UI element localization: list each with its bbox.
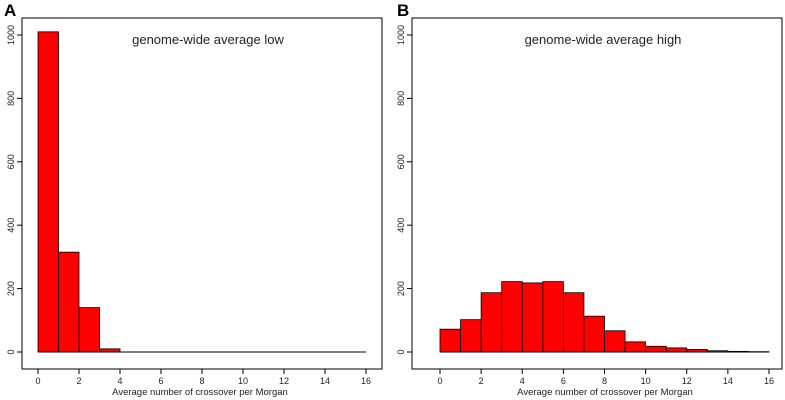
histogram-bar — [645, 345, 667, 353]
panel-b: B genome-wide average high Average numbe… — [396, 1, 783, 398]
panel-letter-b: B — [397, 1, 409, 20]
chart-title-a: genome-wide average low — [132, 32, 284, 47]
x-tick-label: 16 — [764, 376, 774, 386]
x-tick-label: 6 — [561, 376, 566, 386]
x-tick-label: 2 — [479, 376, 484, 386]
y-tick-label: 1000 — [6, 25, 16, 45]
y-tick-label: 200 — [396, 281, 406, 296]
histogram-bar — [583, 315, 605, 353]
panel-a: A genome-wide average low Average number… — [4, 1, 383, 398]
x-tick-label: 12 — [279, 376, 289, 386]
y-tick-label: 800 — [396, 91, 406, 106]
histogram-bar — [37, 31, 59, 353]
x-tick-label: 0 — [437, 376, 442, 386]
x-axis-label-a: Average number of crossover per Morgan — [112, 387, 288, 398]
histogram-bar — [686, 349, 708, 353]
x-tick-label: 8 — [199, 376, 204, 386]
y-tick-label: 1000 — [396, 25, 406, 45]
histogram-bar — [501, 281, 523, 353]
histogram-bar — [439, 328, 461, 353]
x-tick-label: 4 — [520, 376, 525, 386]
histogram-bar — [542, 281, 564, 353]
plot-frame-b — [411, 17, 783, 370]
y-tick-label: 800 — [6, 91, 16, 106]
x-tick-label: 6 — [158, 376, 163, 386]
histogram-bar — [727, 350, 749, 353]
y-tick-label: 400 — [396, 218, 406, 233]
histogram-bar — [624, 341, 647, 353]
histogram-bar — [78, 307, 100, 353]
x-tick-label: 2 — [76, 376, 81, 386]
histogram-bar — [58, 251, 80, 353]
histogram-bar — [706, 350, 729, 353]
x-tick-label: 10 — [238, 376, 248, 386]
x-tick-label: 0 — [35, 376, 40, 386]
histogram-bar — [99, 348, 121, 353]
histogram-bar — [480, 292, 503, 353]
x-tick-label: 14 — [723, 376, 733, 386]
panel-letter-a: A — [4, 1, 16, 20]
x-axis-label-b: Average number of crossover per Morgan — [517, 387, 693, 398]
x-tick-label: 12 — [682, 376, 692, 386]
histogram-bar — [604, 330, 626, 353]
x-tick-label: 10 — [641, 376, 651, 386]
y-tick-label: 600 — [396, 154, 406, 169]
x-tick-label: 4 — [117, 376, 122, 386]
x-tick-label: 8 — [602, 376, 607, 386]
histogram-bar — [665, 347, 688, 353]
histogram-bar — [521, 282, 544, 353]
y-tick-label: 400 — [6, 218, 16, 233]
chart-title-b: genome-wide average high — [525, 32, 682, 47]
x-tick-label: 16 — [361, 376, 371, 386]
y-tick-label: 0 — [6, 349, 16, 354]
y-tick-label: 600 — [6, 154, 16, 169]
x-tick-label: 14 — [320, 376, 330, 386]
y-tick-label: 0 — [396, 349, 406, 354]
histogram-bar — [460, 319, 482, 353]
y-tick-label: 200 — [6, 281, 16, 296]
histogram-bar — [562, 292, 585, 353]
